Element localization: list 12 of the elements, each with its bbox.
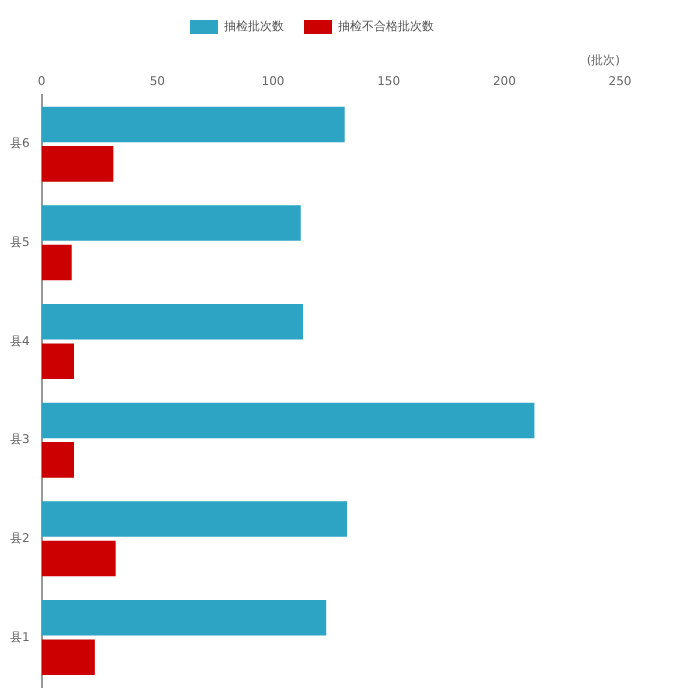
- bar: [41, 402, 535, 439]
- bar: [41, 540, 116, 577]
- bar: [41, 146, 114, 182]
- bar: [41, 205, 301, 241]
- bar: [41, 442, 75, 478]
- bar: [41, 106, 345, 143]
- bar: [41, 343, 75, 379]
- bar: [41, 501, 348, 537]
- bar: [41, 639, 95, 675]
- bar: [41, 244, 72, 281]
- bar: [41, 303, 304, 340]
- bar: [41, 599, 327, 636]
